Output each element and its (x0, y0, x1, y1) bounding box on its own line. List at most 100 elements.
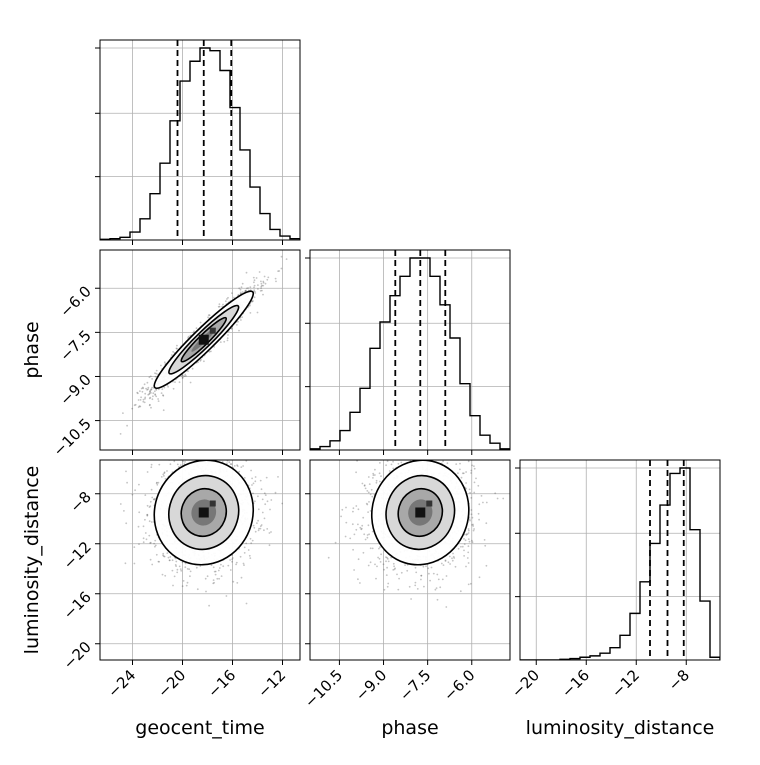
scatter-point (349, 537, 352, 540)
scatter-point (163, 472, 166, 475)
scatter-point (150, 488, 153, 491)
scatter-point (148, 520, 151, 523)
scatter-point (367, 476, 370, 478)
scatter-point (344, 535, 347, 538)
scatter-point (364, 487, 367, 490)
scatter-point (144, 396, 147, 399)
scatter-point (270, 499, 273, 501)
scatter-point (157, 560, 160, 563)
x-axis-label-geocent_time: geocent_time (135, 717, 264, 739)
scatter-point (264, 282, 267, 285)
scatter-point (216, 577, 219, 580)
scatter-point (203, 360, 205, 363)
scatter-point (478, 576, 481, 579)
scatter-point (146, 513, 149, 516)
scatter-point (473, 467, 476, 470)
scatter-point (178, 465, 180, 468)
scatter-point (138, 511, 141, 514)
scatter-point (146, 389, 149, 391)
scatter-point (237, 320, 240, 323)
scatter-point (449, 563, 451, 565)
scatter-point (151, 563, 154, 566)
scatter-point (242, 562, 245, 565)
scatter-point (162, 473, 165, 476)
scatter-point (483, 539, 486, 541)
scatter-point (124, 562, 127, 565)
scatter-point (161, 388, 164, 391)
scatter-point (434, 588, 437, 591)
scatter-point (327, 556, 330, 559)
scatter-point (241, 316, 244, 318)
scatter-point (392, 467, 395, 470)
scatter-point (429, 579, 431, 582)
scatter-point (139, 399, 142, 401)
scatter-point (377, 556, 379, 559)
scatter-point (410, 598, 412, 600)
scatter-point (484, 544, 487, 547)
scatter-point (154, 372, 156, 375)
scatter-point (470, 469, 473, 472)
scatter-point (144, 392, 147, 395)
scatter-point (187, 335, 190, 338)
scatter-point (463, 538, 465, 540)
scatter-point (153, 498, 156, 501)
scatter-point (386, 556, 388, 559)
scatter-point (359, 526, 362, 529)
scatter-point (378, 472, 381, 475)
scatter-point (378, 557, 381, 560)
panel-frame (309, 249, 511, 451)
scatter-point (262, 281, 265, 284)
scatter-point (461, 545, 464, 548)
scatter-point (376, 565, 378, 568)
scatter-point (253, 526, 256, 529)
scatter-point (143, 383, 146, 386)
scatter-point (255, 277, 258, 279)
scatter-point (355, 471, 357, 474)
scatter-point (465, 487, 467, 490)
scatter-point (142, 525, 145, 528)
panel-2d-geocent_time-phase (99, 249, 301, 451)
scatter-point (379, 546, 381, 548)
scatter-point (119, 503, 122, 505)
scatter-point (254, 292, 257, 294)
scatter-point (137, 399, 140, 401)
scatter-point (457, 547, 460, 550)
scatter-point (139, 390, 141, 392)
contour-1 (385, 474, 456, 551)
scatter-point (390, 463, 393, 466)
scatter-point (143, 401, 146, 404)
scatter-point (245, 289, 247, 292)
scatter-point (150, 388, 153, 391)
scatter-point (236, 465, 239, 467)
scatter-point (157, 400, 160, 402)
density-peak (209, 327, 216, 334)
scatter-point (226, 462, 228, 465)
scatter-point (239, 555, 242, 558)
scatter-point (368, 533, 370, 536)
scatter-point (222, 303, 224, 306)
scatter-point (140, 387, 143, 390)
scatter-point (366, 503, 369, 506)
panel-2d-phase-luminosity_distance (309, 459, 511, 661)
scatter-point (213, 581, 216, 584)
scatter-point (147, 388, 149, 391)
scatter-point (172, 350, 175, 353)
scatter-point (154, 544, 157, 547)
scatter-point (436, 598, 439, 601)
scatter-point (374, 563, 376, 566)
scatter-point (181, 561, 184, 564)
scatter-point (133, 404, 136, 407)
scatter-point (257, 284, 259, 286)
scatter-point (469, 582, 472, 585)
scatter-point (200, 358, 202, 361)
scatter-point (459, 462, 461, 465)
scatter-point (387, 582, 390, 585)
scatter-point (152, 498, 155, 501)
scatter-point (213, 570, 216, 573)
scatter-point (362, 551, 365, 554)
scatter-point (148, 376, 151, 379)
scatter-point (454, 565, 457, 568)
scatter-point (148, 393, 151, 395)
scatter-point (137, 406, 140, 409)
